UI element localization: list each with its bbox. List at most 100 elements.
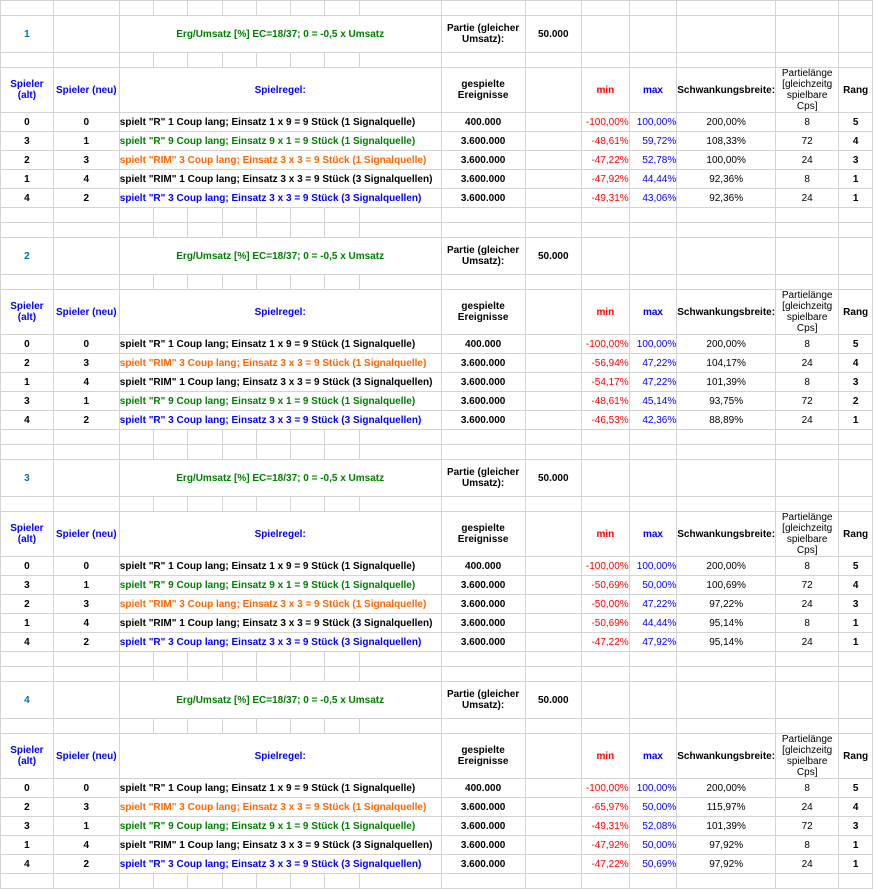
cell-regel: spielt "RIM" 1 Coup lang; Einsatz 3 x 3 … (119, 614, 441, 633)
cell-schwankung: 97,22% (677, 595, 776, 614)
cell-alt: 0 (1, 335, 54, 354)
col-spielregel: Spielregel: (119, 512, 441, 557)
cell-neu: 1 (53, 392, 119, 411)
cell-max: 50,00% (629, 576, 677, 595)
cell-regel: spielt "RIM" 3 Coup lang; Einsatz 3 x 3 … (119, 798, 441, 817)
col-partielange: Partielänge [gleichzeitg spielbare Cps] (776, 290, 839, 335)
col-ereignisse: gespielte Ereignisse (441, 290, 525, 335)
cell-min: -47,22% (581, 855, 629, 874)
cell-rang: 3 (839, 595, 873, 614)
cell-max: 47,92% (629, 633, 677, 652)
formula-header: Erg/Umsatz [%] EC=18/37; 0 = -0,5 x Umsa… (119, 238, 441, 275)
cell-schwankung: 200,00% (677, 113, 776, 132)
cell-alt: 2 (1, 354, 54, 373)
col-partielange: Partielänge [gleichzeitg spielbare Cps] (776, 512, 839, 557)
cell-schwankung: 108,33% (677, 132, 776, 151)
cell-rang: 1 (839, 855, 873, 874)
cell-ereignisse: 3.600.000 (441, 633, 525, 652)
cell-min: -100,00% (581, 557, 629, 576)
cell-regel: spielt "RIM" 1 Coup lang; Einsatz 3 x 3 … (119, 373, 441, 392)
formula-header: Erg/Umsatz [%] EC=18/37; 0 = -0,5 x Umsa… (119, 16, 441, 53)
cell-neu: 4 (53, 614, 119, 633)
col-min: min (581, 290, 629, 335)
cell-alt: 3 (1, 392, 54, 411)
cell-rang: 1 (839, 836, 873, 855)
cell-max: 47,22% (629, 354, 677, 373)
cell-neu: 2 (53, 633, 119, 652)
cell-min: -47,92% (581, 170, 629, 189)
cell-neu: 4 (53, 170, 119, 189)
cell-alt: 0 (1, 779, 54, 798)
cell-rang: 1 (839, 411, 873, 430)
cell-neu: 1 (53, 132, 119, 151)
partie-gleicher: Partie (gleicher Umsatz): (441, 682, 525, 719)
cell-rang: 3 (839, 151, 873, 170)
cell-rang: 4 (839, 354, 873, 373)
cell-alt: 4 (1, 189, 54, 208)
cell-partielange: 8 (776, 335, 839, 354)
cell-neu: 3 (53, 798, 119, 817)
cell-neu: 3 (53, 595, 119, 614)
cell-partielange: 24 (776, 595, 839, 614)
col-spieler-alt: Spieler (alt) (1, 734, 54, 779)
cell-schwankung: 92,36% (677, 189, 776, 208)
cell-rang: 4 (839, 132, 873, 151)
col-min: min (581, 734, 629, 779)
cell-min: -47,92% (581, 836, 629, 855)
cell-neu: 3 (53, 151, 119, 170)
cell-partielange: 72 (776, 576, 839, 595)
cell-partielange: 24 (776, 633, 839, 652)
cell-max: 43,06% (629, 189, 677, 208)
cell-regel: spielt "RIM" 1 Coup lang; Einsatz 3 x 3 … (119, 170, 441, 189)
cell-partielange: 8 (776, 170, 839, 189)
cell-regel: spielt "RIM" 1 Coup lang; Einsatz 3 x 3 … (119, 836, 441, 855)
cell-ereignisse: 400.000 (441, 557, 525, 576)
cell-regel: spielt "R" 3 Coup lang; Einsatz 3 x 3 = … (119, 189, 441, 208)
cell-partielange: 8 (776, 557, 839, 576)
cell-neu: 1 (53, 576, 119, 595)
cell-ereignisse: 3.600.000 (441, 798, 525, 817)
cell-alt: 2 (1, 798, 54, 817)
cell-min: -56,94% (581, 354, 629, 373)
cell-ereignisse: 3.600.000 (441, 189, 525, 208)
cell-alt: 3 (1, 576, 54, 595)
cell-rang: 1 (839, 170, 873, 189)
cell-schwankung: 100,00% (677, 151, 776, 170)
cell-rang: 5 (839, 113, 873, 132)
col-partielange: Partielänge [gleichzeitg spielbare Cps] (776, 68, 839, 113)
partie-value: 50.000 (525, 460, 581, 497)
cell-schwankung: 100,69% (677, 576, 776, 595)
cell-regel: spielt "R" 1 Coup lang; Einsatz 1 x 9 = … (119, 113, 441, 132)
cell-schwankung: 95,14% (677, 614, 776, 633)
cell-neu: 2 (53, 855, 119, 874)
cell-neu: 0 (53, 335, 119, 354)
cell-ereignisse: 3.600.000 (441, 170, 525, 189)
cell-ereignisse: 3.600.000 (441, 595, 525, 614)
cell-min: -65,97% (581, 798, 629, 817)
cell-max: 45,14% (629, 392, 677, 411)
cell-min: -48,61% (581, 392, 629, 411)
cell-rang: 5 (839, 335, 873, 354)
block-number: 2 (1, 238, 54, 275)
col-spieler-neu: Spieler (neu) (53, 290, 119, 335)
col-spieler-alt: Spieler (alt) (1, 290, 54, 335)
partie-gleicher: Partie (gleicher Umsatz): (441, 238, 525, 275)
cell-schwankung: 200,00% (677, 335, 776, 354)
cell-min: -49,31% (581, 189, 629, 208)
partie-gleicher: Partie (gleicher Umsatz): (441, 460, 525, 497)
cell-min: -50,69% (581, 576, 629, 595)
col-schwankung: Schwankungsbreite: (677, 734, 776, 779)
cell-regel: spielt "RIM" 3 Coup lang; Einsatz 3 x 3 … (119, 354, 441, 373)
col-rang: Rang (839, 512, 873, 557)
cell-ereignisse: 400.000 (441, 779, 525, 798)
cell-neu: 4 (53, 836, 119, 855)
cell-rang: 1 (839, 614, 873, 633)
cell-alt: 0 (1, 113, 54, 132)
cell-min: -49,31% (581, 817, 629, 836)
col-max: max (629, 512, 677, 557)
col-ereignisse: gespielte Ereignisse (441, 68, 525, 113)
cell-max: 42,36% (629, 411, 677, 430)
cell-max: 100,00% (629, 779, 677, 798)
partie-gleicher: Partie (gleicher Umsatz): (441, 16, 525, 53)
cell-schwankung: 104,17% (677, 354, 776, 373)
